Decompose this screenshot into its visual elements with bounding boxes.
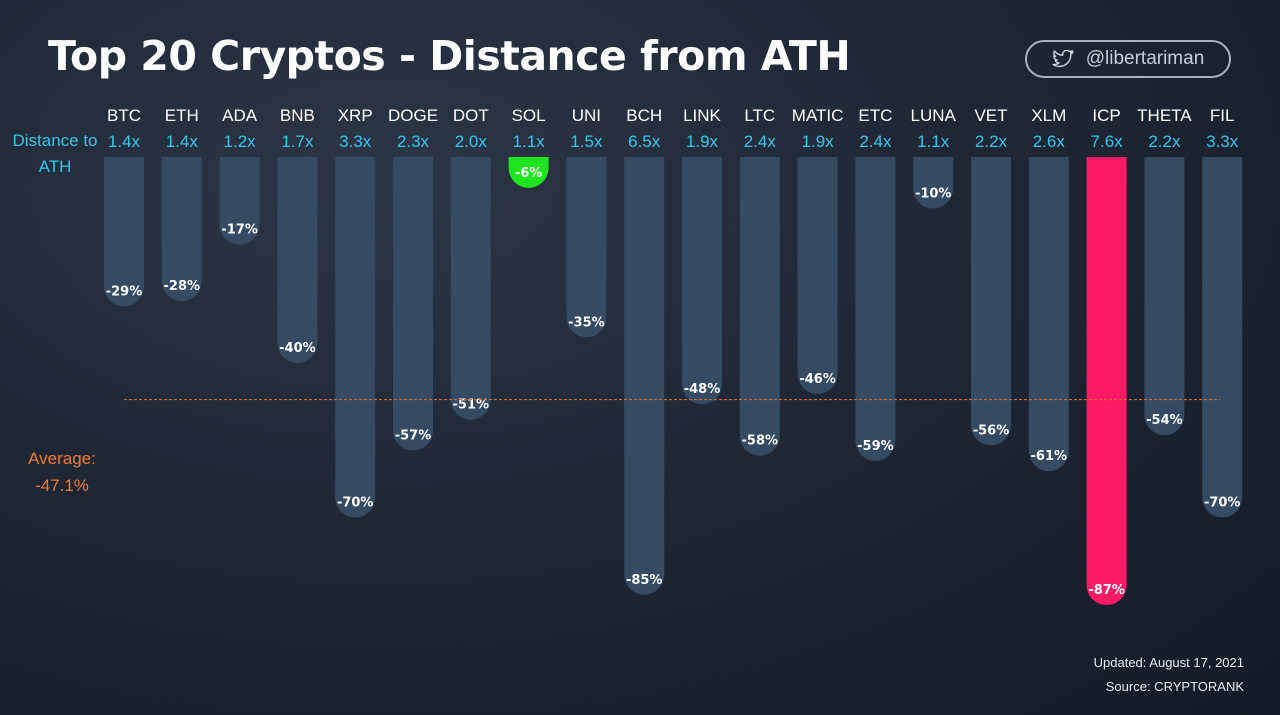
symbol-label-ltc: LTC bbox=[744, 106, 775, 125]
value-label-xrp: -70% bbox=[337, 496, 374, 511]
twitter-bird-icon bbox=[1052, 50, 1074, 68]
bar-ltc bbox=[739, 157, 780, 456]
value-label-bch: -85% bbox=[626, 573, 663, 588]
symbol-label-dot: DOT bbox=[453, 106, 489, 125]
bar-btc bbox=[104, 157, 144, 307]
symbol-label-xlm: XLM bbox=[1031, 106, 1066, 125]
bar-matic bbox=[797, 157, 838, 394]
symbol-label-link: LINK bbox=[683, 106, 721, 125]
value-label-fil: -70% bbox=[1204, 496, 1241, 511]
bar-vet bbox=[971, 157, 1011, 446]
bar-luna bbox=[913, 157, 954, 209]
chart-title: Top 20 Cryptos - Distance from ATH bbox=[48, 32, 851, 80]
symbol-label-bnb: BNB bbox=[280, 106, 315, 125]
symbol-label-bch: BCH bbox=[626, 106, 662, 125]
twitter-handle-badge[interactable]: @libertariman bbox=[1025, 40, 1231, 78]
value-label-uni: -35% bbox=[568, 315, 605, 330]
average-label-text: Average: bbox=[28, 449, 96, 468]
average-value-text: -47.1% bbox=[35, 476, 89, 495]
value-label-xlm: -61% bbox=[1031, 449, 1068, 464]
value-label-btc: -29% bbox=[106, 284, 143, 299]
multiplier-label-dot: 2.0x bbox=[455, 132, 488, 151]
value-label-link: -48% bbox=[684, 382, 721, 397]
multiplier-label-theta: 2.2x bbox=[1148, 132, 1181, 151]
multiplier-label-sol: 1.1x bbox=[513, 132, 546, 151]
multiplier-label-icp: 7.6x bbox=[1091, 132, 1124, 151]
multiplier-label-ada: 1.2x bbox=[224, 132, 257, 151]
multiplier-label-link: 1.9x bbox=[686, 132, 719, 151]
source-credit: Source: CRYPTORANK bbox=[1105, 679, 1244, 694]
bar-uni bbox=[566, 157, 607, 338]
multiplier-label-bch: 6.5x bbox=[628, 132, 661, 151]
value-label-ada: -17% bbox=[221, 223, 258, 238]
bar-bch bbox=[624, 157, 665, 595]
value-label-matic: -46% bbox=[799, 372, 836, 387]
bar-icp bbox=[1086, 157, 1127, 606]
symbol-label-theta: THETA bbox=[1137, 106, 1192, 125]
symbol-label-luna: LUNA bbox=[911, 106, 957, 125]
twitter-handle-text: @libertariman bbox=[1085, 48, 1205, 69]
symbol-label-xrp: XRP bbox=[338, 106, 373, 125]
bar-xlm bbox=[1028, 157, 1069, 472]
distance-to-ath-label: Distance to ATH bbox=[12, 131, 98, 176]
multiplier-label-matic: 1.9x bbox=[802, 132, 835, 151]
multiplier-label-bnb: 1.7x bbox=[281, 132, 314, 151]
multiplier-label-fil: 3.3x bbox=[1206, 132, 1239, 151]
value-label-eth: -28% bbox=[164, 279, 201, 294]
average-label: Average: -47.1% bbox=[12, 445, 112, 499]
symbol-label-sol: SOL bbox=[512, 106, 546, 125]
updated-date: Updated: August 17, 2021 bbox=[1093, 655, 1244, 670]
symbol-label-matic: MATIC bbox=[792, 106, 844, 125]
bar-theta bbox=[1144, 157, 1185, 436]
value-label-luna: -10% bbox=[915, 187, 952, 202]
bar-xrp bbox=[335, 157, 376, 518]
bar-eth bbox=[161, 157, 202, 302]
symbol-label-eth: ETH bbox=[165, 106, 199, 125]
symbol-label-fil: FIL bbox=[1210, 106, 1235, 125]
value-label-sol: -6% bbox=[515, 166, 542, 181]
symbol-label-etc: ETC bbox=[858, 106, 892, 125]
bar-ada bbox=[219, 157, 260, 245]
value-label-dot: -51% bbox=[453, 398, 490, 413]
value-label-vet: -56% bbox=[973, 423, 1010, 438]
multiplier-label-etc: 2.4x bbox=[859, 132, 892, 151]
value-label-theta: -54% bbox=[1146, 413, 1183, 428]
multiplier-label-btc: 1.4x bbox=[108, 132, 141, 151]
multiplier-label-uni: 1.5x bbox=[570, 132, 603, 151]
symbol-label-doge: DOGE bbox=[388, 106, 438, 125]
multiplier-label-eth: 1.4x bbox=[166, 132, 199, 151]
symbol-label-uni: UNI bbox=[572, 106, 601, 125]
value-label-doge: -57% bbox=[395, 429, 432, 444]
value-label-ltc: -58% bbox=[742, 434, 779, 449]
multiplier-label-ltc: 2.4x bbox=[744, 132, 777, 151]
multiplier-label-vet: 2.2x bbox=[975, 132, 1008, 151]
value-label-bnb: -40% bbox=[279, 341, 316, 356]
multiplier-label-luna: 1.1x bbox=[917, 132, 950, 151]
value-label-icp: -87% bbox=[1088, 583, 1125, 598]
symbol-label-btc: BTC bbox=[107, 106, 141, 125]
symbol-label-vet: VET bbox=[974, 106, 1007, 125]
bar-fil bbox=[1202, 157, 1243, 518]
multiplier-label-doge: 2.3x bbox=[397, 132, 430, 151]
bar-doge bbox=[393, 157, 433, 451]
multiplier-label-xrp: 3.3x bbox=[339, 132, 372, 151]
value-label-etc: -59% bbox=[857, 439, 894, 454]
bar-link bbox=[682, 157, 722, 405]
bar-etc bbox=[855, 157, 896, 461]
bar-dot bbox=[450, 157, 491, 420]
bar-bnb bbox=[277, 157, 318, 363]
symbol-label-icp: ICP bbox=[1092, 106, 1120, 125]
bar-sol bbox=[508, 157, 549, 188]
multiplier-label-xlm: 2.6x bbox=[1033, 132, 1066, 151]
symbol-label-ada: ADA bbox=[222, 106, 258, 125]
